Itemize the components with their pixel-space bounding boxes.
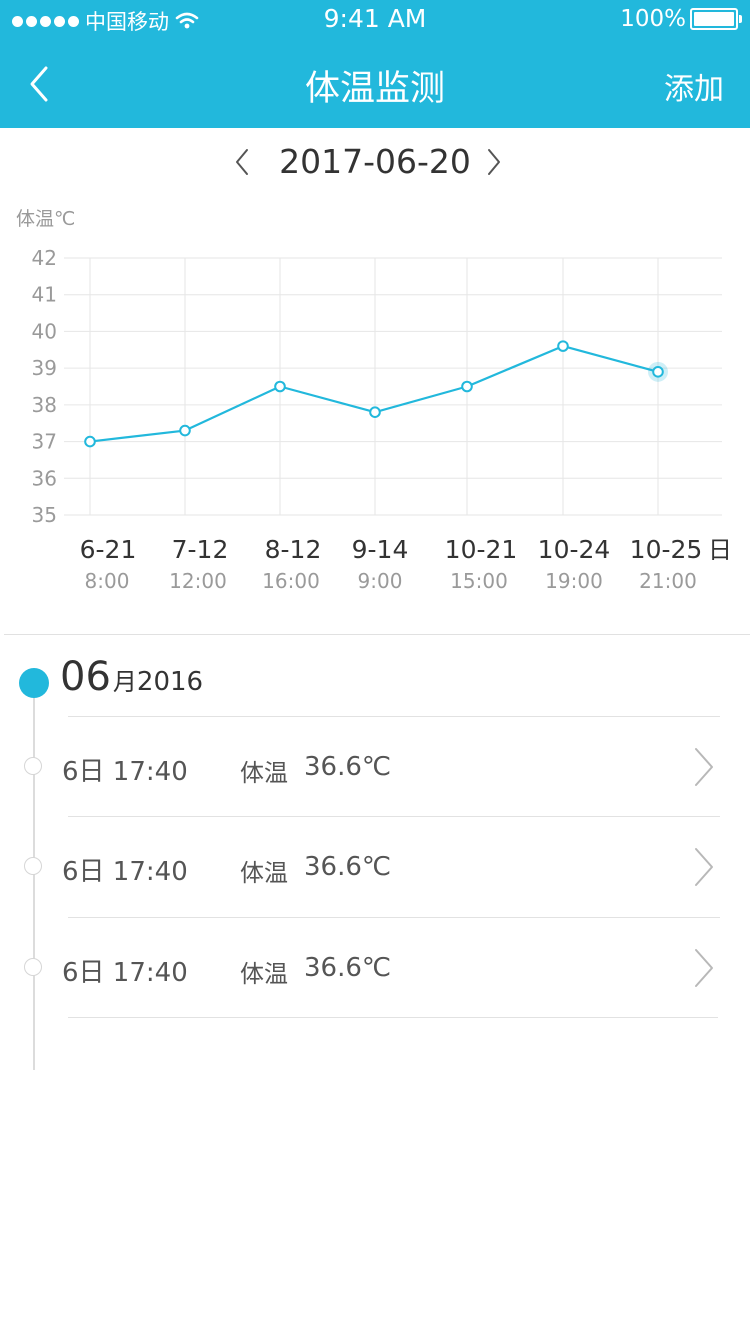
data-point — [84, 435, 96, 448]
record-value: 36.6℃ — [304, 852, 392, 882]
y-axis-label: 体温℃ — [16, 208, 75, 230]
y-tick-label: 36 — [32, 466, 57, 490]
record-label: 体温 — [240, 759, 288, 787]
data-point — [652, 366, 664, 378]
current-date: 2017-06-20 — [279, 142, 471, 181]
battery-percent: 100% — [620, 6, 686, 32]
record-value: 36.6℃ — [304, 752, 392, 782]
wifi-icon — [175, 12, 199, 29]
record-time: 6日 17:40 — [62, 757, 188, 787]
x-tick-label: 6-21 — [80, 535, 137, 564]
data-point — [369, 406, 381, 418]
x-tick-time-label: 9:00 — [358, 569, 403, 593]
x-tick-time-label: 15:00 — [450, 569, 508, 593]
app-header: 中国移动 9:41 AM 100% 体温监测 添加 — [0, 0, 750, 128]
data-point — [461, 380, 473, 393]
previous-date-button[interactable] — [230, 144, 254, 180]
month-number: 06 — [60, 654, 111, 700]
record-separator — [68, 917, 720, 918]
x-tick-label: 10-25 — [630, 535, 703, 564]
x-tick-time-label: 12:00 — [169, 569, 227, 593]
record-separator — [68, 716, 720, 717]
page-title: 体温监测 — [304, 69, 445, 109]
data-point — [179, 424, 191, 437]
record-row[interactable]: 6日 17:40 体温 36.6℃ — [0, 918, 750, 1018]
x-axis-unit-label: 日 — [708, 536, 732, 564]
y-tick-label: 42 — [32, 246, 57, 270]
y-tick-label: 41 — [32, 283, 57, 307]
record-label: 体温 — [240, 960, 288, 988]
month-marker — [19, 668, 49, 698]
month-header: 06 月 2016 — [60, 654, 203, 700]
carrier-name: 中国移动 — [85, 10, 169, 34]
record-label: 体温 — [240, 859, 288, 887]
x-tick-time-label: 19:00 — [545, 569, 603, 593]
record-time: 6日 17:40 — [62, 958, 188, 988]
timeline-line — [33, 685, 35, 1070]
record-time: 6日 17:40 — [62, 857, 188, 887]
y-tick-label: 40 — [32, 319, 57, 343]
data-point — [274, 380, 286, 393]
x-tick-label: 9-14 — [352, 535, 409, 564]
signal-strength-icon — [12, 15, 79, 27]
y-tick-label: 38 — [32, 393, 57, 417]
timeline-dot — [24, 757, 42, 775]
month-suffix: 月 — [112, 668, 137, 696]
timeline-dot — [24, 958, 42, 976]
y-tick-label: 39 — [32, 356, 57, 380]
date-selector: 2017-06-20 — [0, 130, 750, 194]
y-tick-label: 37 — [32, 430, 57, 454]
record-row[interactable]: 6日 17:40 体温 36.6℃ — [0, 817, 750, 917]
add-button[interactable]: 添加 — [664, 72, 724, 107]
x-tick-time-label: 21:00 — [639, 569, 697, 593]
x-tick-label: 10-21 — [445, 535, 518, 564]
record-separator — [68, 816, 720, 817]
back-button[interactable] — [24, 60, 64, 108]
y-tick-label: 35 — [32, 503, 57, 527]
chevron-right-icon — [695, 848, 713, 886]
x-tick-label: 7-12 — [172, 535, 229, 564]
chevron-right-icon — [695, 949, 713, 987]
record-separator — [68, 1017, 718, 1018]
chevron-right-icon — [695, 748, 713, 786]
x-tick-label: 8-12 — [265, 535, 322, 564]
x-tick-time-label: 8:00 — [85, 569, 130, 593]
carrier-info: 中国移动 — [12, 6, 199, 36]
nav-bar: 体温监测 添加 — [0, 40, 750, 128]
record-value: 36.6℃ — [304, 953, 392, 983]
series-line — [89, 345, 659, 443]
battery-status: 100% — [620, 6, 742, 32]
next-date-button[interactable] — [482, 144, 506, 180]
timeline-dot — [24, 857, 42, 875]
battery-icon — [690, 8, 742, 30]
status-bar: 中国移动 9:41 AM 100% — [0, 0, 750, 40]
status-time: 9:41 AM — [323, 4, 427, 33]
data-point — [557, 340, 569, 352]
x-tick-label: 10-24 — [538, 535, 611, 564]
x-tick-time-label: 16:00 — [262, 569, 320, 593]
temperature-chart: 体温℃ 42 41 40 39 38 37 36 35 6-21 7-12 8-12 9-14 10-21… — [16, 208, 732, 593]
section-divider — [4, 634, 750, 635]
month-year: 2016 — [136, 667, 204, 697]
record-row[interactable]: 6日 17:40 体温 36.6℃ — [0, 717, 750, 817]
